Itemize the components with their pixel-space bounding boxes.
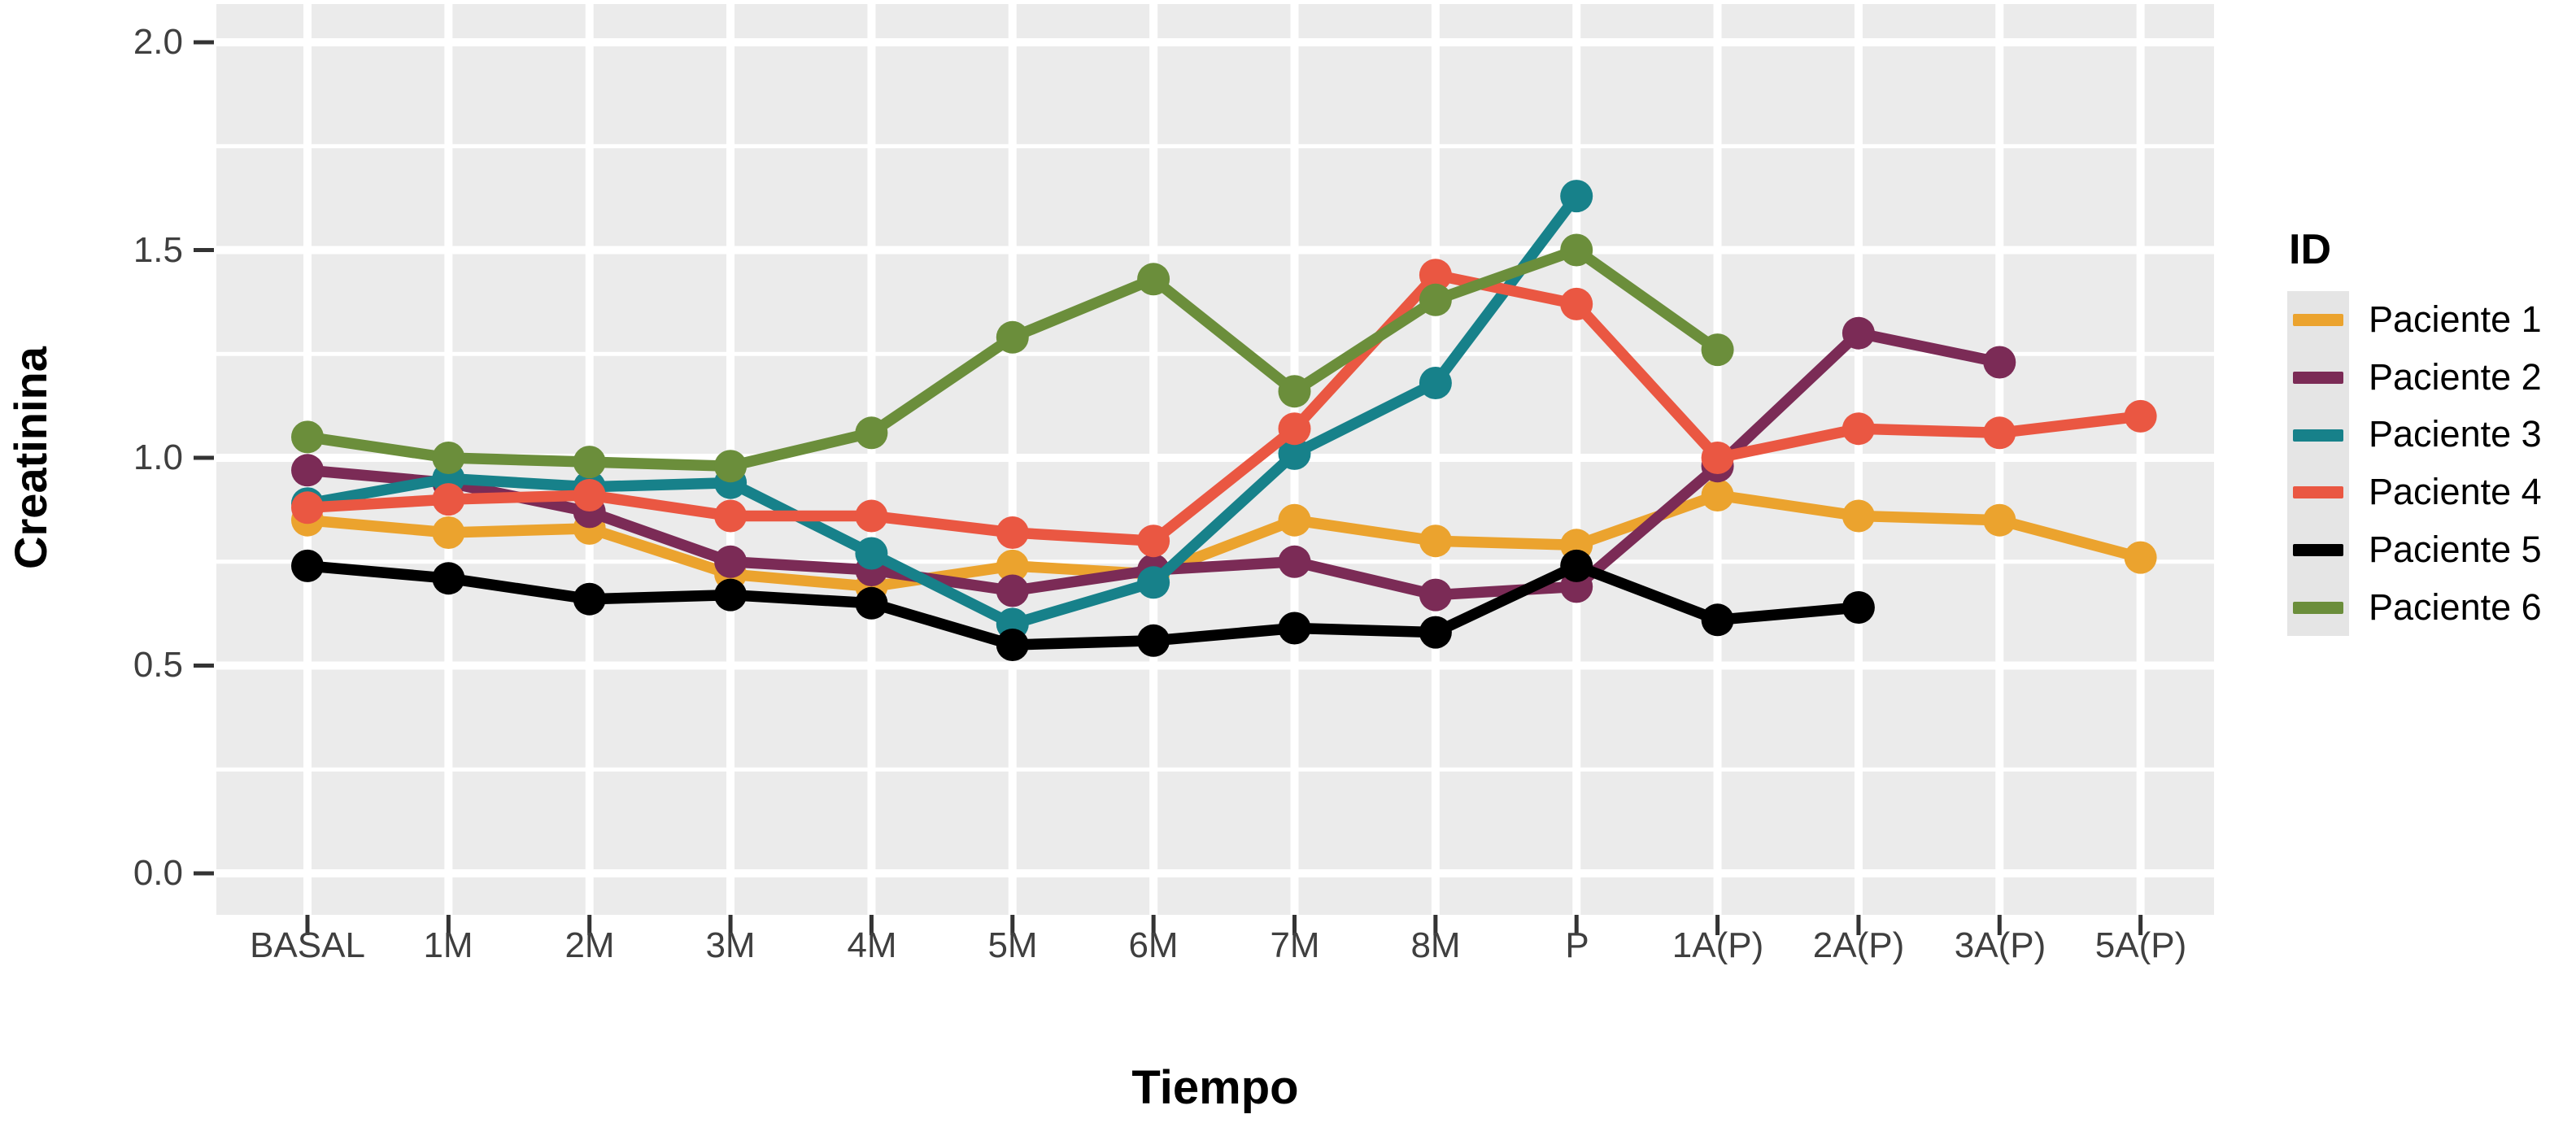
data-point-paciente-3-7M xyxy=(1278,437,1311,470)
data-point-paciente-2-3A(P) xyxy=(1983,346,2016,379)
data-point-paciente-6-1M xyxy=(432,442,465,474)
y-tick-label: 0.0 xyxy=(133,853,183,893)
data-point-paciente-5-7M xyxy=(1278,612,1311,645)
legend-swatch-paciente-4 xyxy=(2293,486,2343,498)
legend-swatch-paciente-1 xyxy=(2293,314,2343,326)
data-point-paciente-5-1M xyxy=(432,562,465,595)
data-point-paciente-5-6M xyxy=(1137,624,1170,657)
x-tick-label: 2A(P) xyxy=(1812,925,1905,965)
data-point-paciente-2-3M xyxy=(714,545,748,578)
data-point-paciente-6-7M xyxy=(1278,375,1311,408)
data-point-paciente-4-6M xyxy=(1137,525,1170,558)
x-tick-label: 5M xyxy=(987,925,1038,965)
data-point-paciente-1-5M xyxy=(996,549,1029,582)
legend-label-paciente-4: Paciente 4 xyxy=(2369,471,2542,512)
data-point-paciente-1-7M xyxy=(1278,503,1311,537)
data-point-paciente-5-P xyxy=(1560,549,1593,582)
data-point-paciente-4-P xyxy=(1560,287,1593,320)
data-point-paciente-4-3M xyxy=(714,499,748,533)
data-point-paciente-6-1A(P) xyxy=(1701,333,1734,367)
legend-swatch-paciente-5 xyxy=(2293,544,2343,556)
data-point-paciente-4-2A(P) xyxy=(1842,412,1875,446)
y-axis-title: Creatinina xyxy=(5,346,56,569)
y-tick-label: 1.5 xyxy=(133,230,183,270)
data-point-paciente-6-BASAL xyxy=(291,420,324,454)
legend-key-background xyxy=(2287,291,2349,636)
x-tick-label: P xyxy=(1565,925,1589,965)
data-point-paciente-4-BASAL xyxy=(291,491,324,525)
data-point-paciente-5-4M xyxy=(855,586,888,620)
data-point-paciente-1-3A(P) xyxy=(1983,503,2016,537)
series-line-paciente-3 xyxy=(302,190,1582,630)
legend-title: ID xyxy=(2289,226,2331,273)
data-point-paciente-3-8M xyxy=(1419,367,1452,399)
data-point-paciente-6-3M xyxy=(714,450,748,483)
legend-label-paciente-6: Paciente 6 xyxy=(2369,586,2542,628)
data-point-paciente-6-4M xyxy=(855,416,888,450)
x-tick-label: 1A(P) xyxy=(1672,925,1764,965)
data-point-paciente-4-4M xyxy=(855,499,888,533)
data-point-paciente-5-8M xyxy=(1419,616,1452,649)
y-tick-label: 2.0 xyxy=(133,22,183,62)
data-point-paciente-1-1M xyxy=(432,516,465,549)
data-point-paciente-2-BASAL xyxy=(291,454,324,487)
x-tick-label: 3M xyxy=(705,925,756,965)
data-point-paciente-2-2A(P) xyxy=(1842,316,1875,350)
x-tick-label: BASAL xyxy=(250,925,365,965)
y-tick-label: 1.0 xyxy=(133,437,183,477)
x-tick-label: 7M xyxy=(1270,925,1320,965)
legend-label-paciente-1: Paciente 1 xyxy=(2369,298,2542,340)
data-point-paciente-4-1M xyxy=(432,483,465,516)
x-tick-label: 2M xyxy=(564,925,615,965)
data-point-paciente-5-BASAL xyxy=(291,549,324,582)
x-tick-label: 4M xyxy=(847,925,897,965)
data-point-paciente-4-5M xyxy=(996,516,1029,549)
series-line-paciente-1 xyxy=(302,490,2147,593)
legend-label-paciente-2: Paciente 2 xyxy=(2369,356,2542,398)
data-point-paciente-4-1A(P) xyxy=(1701,442,1734,474)
data-point-paciente-1-1A(P) xyxy=(1701,479,1734,511)
data-point-paciente-3-6M xyxy=(1137,566,1170,599)
data-point-paciente-4-3A(P) xyxy=(1983,416,2016,450)
x-tick-label: 6M xyxy=(1128,925,1179,965)
data-point-paciente-2-8M xyxy=(1419,578,1452,612)
data-point-paciente-2-7M xyxy=(1278,545,1311,578)
x-tick-label: 3A(P) xyxy=(1954,925,2046,965)
data-point-paciente-4-8M xyxy=(1419,259,1452,292)
data-point-paciente-1-2A(P) xyxy=(1842,499,1875,533)
series-line-paciente-5 xyxy=(302,560,1864,651)
data-point-paciente-4-5A(P) xyxy=(2124,399,2157,433)
data-point-paciente-1-8M xyxy=(1419,525,1452,558)
x-tick-label: 8M xyxy=(1410,925,1461,965)
data-point-paciente-6-P xyxy=(1560,233,1593,267)
x-axis-title: Tiempo xyxy=(1131,1061,1299,1114)
legend-swatch-paciente-2 xyxy=(2293,372,2343,384)
data-point-paciente-3-P xyxy=(1560,180,1593,213)
data-point-paciente-2-5M xyxy=(996,574,1029,607)
y-tick-label: 0.5 xyxy=(133,645,183,685)
data-point-paciente-3-4M xyxy=(855,537,888,570)
data-point-paciente-5-3M xyxy=(714,578,748,612)
legend-label-paciente-3: Paciente 3 xyxy=(2369,413,2542,455)
data-point-paciente-6-6M xyxy=(1137,263,1170,296)
x-tick-label: 1M xyxy=(423,925,473,965)
series-line-paciente-4 xyxy=(302,269,2147,546)
data-point-paciente-6-8M xyxy=(1419,283,1452,316)
data-point-paciente-5-2A(P) xyxy=(1842,591,1875,624)
data-point-paciente-1-5A(P) xyxy=(2124,541,2157,574)
data-point-paciente-5-2M xyxy=(573,582,606,616)
legend-swatch-paciente-6 xyxy=(2293,602,2343,614)
data-point-paciente-5-5M xyxy=(996,629,1029,661)
data-point-paciente-4-7M xyxy=(1278,412,1311,446)
data-point-paciente-4-2M xyxy=(573,479,606,511)
legend-label-paciente-5: Paciente 5 xyxy=(2369,529,2542,570)
data-point-paciente-5-1A(P) xyxy=(1701,603,1734,637)
data-point-paciente-6-2M xyxy=(573,446,606,479)
data-point-paciente-6-5M xyxy=(996,320,1029,354)
legend-swatch-paciente-3 xyxy=(2293,429,2343,442)
x-tick-label: 5A(P) xyxy=(2094,925,2187,965)
